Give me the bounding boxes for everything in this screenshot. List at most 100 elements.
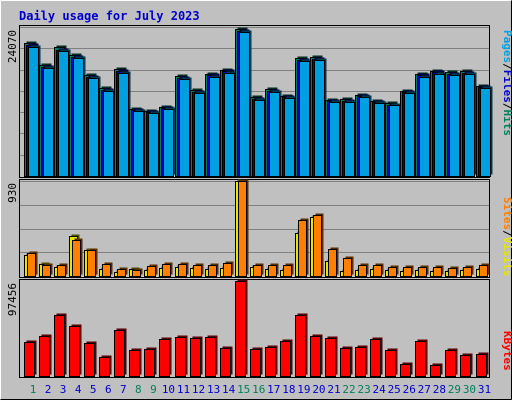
visits-bar-sites-day-31: [479, 265, 488, 277]
kbytes-bar-kbytes-day-28: [430, 365, 441, 377]
day-label-5: 5: [90, 383, 97, 396]
visits-bar-sites-day-3: [57, 265, 66, 277]
day-label-10: 10: [162, 383, 175, 396]
hits-bar-pages-day-16: [254, 100, 265, 177]
hits-ymax-label: 24070: [6, 30, 19, 63]
day-label-22: 22: [342, 383, 355, 396]
kbytes-bar-kbytes-day-2: [39, 336, 50, 377]
kbytes-bar-kbytes-day-5: [84, 343, 95, 377]
kbytes-bar-kbytes-day-11: [175, 337, 186, 377]
legend-separator: /: [501, 63, 512, 70]
hits-files-pages-panel: 24070 Pages/Files/Hits: [6, 25, 512, 178]
legend-files: Files: [501, 70, 512, 103]
hits-bar-pages-day-10: [163, 109, 174, 177]
hits-bar-pages-day-3: [58, 51, 69, 177]
visits-bar-sites-day-18: [283, 265, 292, 277]
day-label-13: 13: [207, 383, 220, 396]
day-label-12: 12: [192, 383, 205, 396]
visits-bar-sites-day-21: [328, 249, 337, 277]
visits-bar-sites-day-7: [117, 269, 126, 277]
day-label-17: 17: [267, 383, 280, 396]
visits-bar-sites-day-17: [268, 265, 277, 277]
visits-bar-sites-day-14: [223, 263, 232, 277]
kbytes-bar-kbytes-day-16: [250, 349, 261, 377]
visits-bar-sites-day-29: [448, 268, 457, 277]
legend-separator: /: [501, 230, 512, 237]
kbytes-bar-kbytes-day-26: [400, 364, 411, 377]
hits-bar-pages-day-29: [449, 75, 460, 177]
hits-bar-pages-day-27: [419, 77, 430, 177]
hits-bar-pages-day-1: [28, 47, 39, 177]
visits-bar-sites-day-22: [343, 258, 352, 277]
day-label-26: 26: [403, 383, 416, 396]
hits-bar-pages-day-2: [43, 68, 54, 177]
day-label-9: 9: [150, 383, 157, 396]
sites-visits-panel: 930 Sites/Visits: [6, 179, 512, 278]
kbytes-ymax-label: 97456: [6, 283, 19, 316]
hits-legend: Pages/Files/Hits: [501, 30, 512, 136]
kbytes-bar-kbytes-day-19: [295, 315, 306, 377]
kbytes-bar-kbytes-day-9: [144, 349, 155, 377]
day-label-8: 8: [135, 383, 142, 396]
visits-bar-sites-day-13: [208, 265, 217, 277]
hits-bar-pages-day-30: [464, 74, 475, 177]
day-label-18: 18: [282, 383, 295, 396]
kbytes-bars: [24, 279, 489, 377]
visits-bar-sites-day-15: [238, 181, 247, 277]
day-label-4: 4: [75, 383, 82, 396]
visits-bar-sites-day-19: [298, 220, 307, 277]
visits-legend: Sites/Visits: [501, 197, 512, 277]
hits-bar-pages-day-13: [209, 77, 220, 177]
day-label-27: 27: [418, 383, 431, 396]
day-label-11: 11: [177, 383, 190, 396]
hits-bar-pages-day-24: [374, 103, 385, 177]
legend-separator: /: [501, 103, 512, 110]
hits-bar-pages-day-28: [434, 74, 445, 177]
day-label-25: 25: [388, 383, 401, 396]
kbytes-bar-kbytes-day-3: [54, 315, 65, 377]
kbytes-bar-kbytes-day-12: [190, 338, 201, 377]
legend-hits: Hits: [501, 110, 512, 137]
hits-bar-pages-day-18: [284, 98, 295, 177]
x-axis-day-labels: 1 2 3 4 5 6 7 8 9 10 11 12 13 14 15 16 17 18 19 20 21 22 23 24 2…: [30, 383, 491, 396]
kbytes-bar-kbytes-day-29: [445, 350, 456, 377]
visits-bar-sites-day-4: [72, 240, 81, 277]
visits-bar-sites-day-1: [27, 253, 36, 277]
hits-bar-pages-day-11: [179, 79, 190, 177]
hits-bar-pages-day-20: [314, 60, 325, 177]
hits-bar-pages-day-4: [73, 58, 84, 177]
visits-gridlines: [20, 181, 489, 253]
visits-bar-sites-day-11: [178, 264, 187, 277]
kbytes-bar-kbytes-day-31: [476, 354, 487, 377]
day-label-28: 28: [433, 383, 446, 396]
kbytes-bar-kbytes-day-1: [24, 342, 35, 377]
hits-bar-pages-day-23: [359, 97, 370, 177]
kbytes-legend: KBytes: [501, 331, 512, 371]
hits-bar-pages-day-26: [404, 93, 415, 177]
day-label-2: 2: [45, 383, 52, 396]
hits-bar-pages-day-12: [194, 93, 205, 177]
visits-panel-border: [19, 179, 490, 278]
kbytes-bar-kbytes-day-10: [159, 339, 170, 377]
visits-bar-sites-day-8: [132, 270, 141, 277]
hits-bars: [24, 27, 493, 177]
kbytes-bar-kbytes-day-13: [205, 337, 216, 377]
visits-bar-sites-day-16: [253, 265, 262, 277]
kbytes-bar-kbytes-day-30: [460, 355, 471, 377]
visits-bar-sites-day-23: [358, 265, 367, 277]
day-label-7: 7: [120, 383, 127, 396]
kbytes-bar-kbytes-day-20: [310, 336, 321, 377]
hits-bar-pages-day-15: [239, 32, 250, 177]
hits-bar-pages-day-22: [344, 102, 355, 177]
day-label-29: 29: [448, 383, 461, 396]
visits-bar-sites-day-28: [433, 267, 442, 277]
visits-bar-sites-day-25: [388, 267, 397, 277]
visits-bar-sites-day-5: [87, 250, 96, 277]
visits-bar-sites-day-2: [42, 265, 51, 277]
hits-bar-pages-day-9: [148, 113, 159, 177]
hits-bar-pages-day-17: [269, 92, 280, 177]
hits-bar-pages-day-19: [299, 61, 310, 177]
day-label-23: 23: [357, 383, 370, 396]
